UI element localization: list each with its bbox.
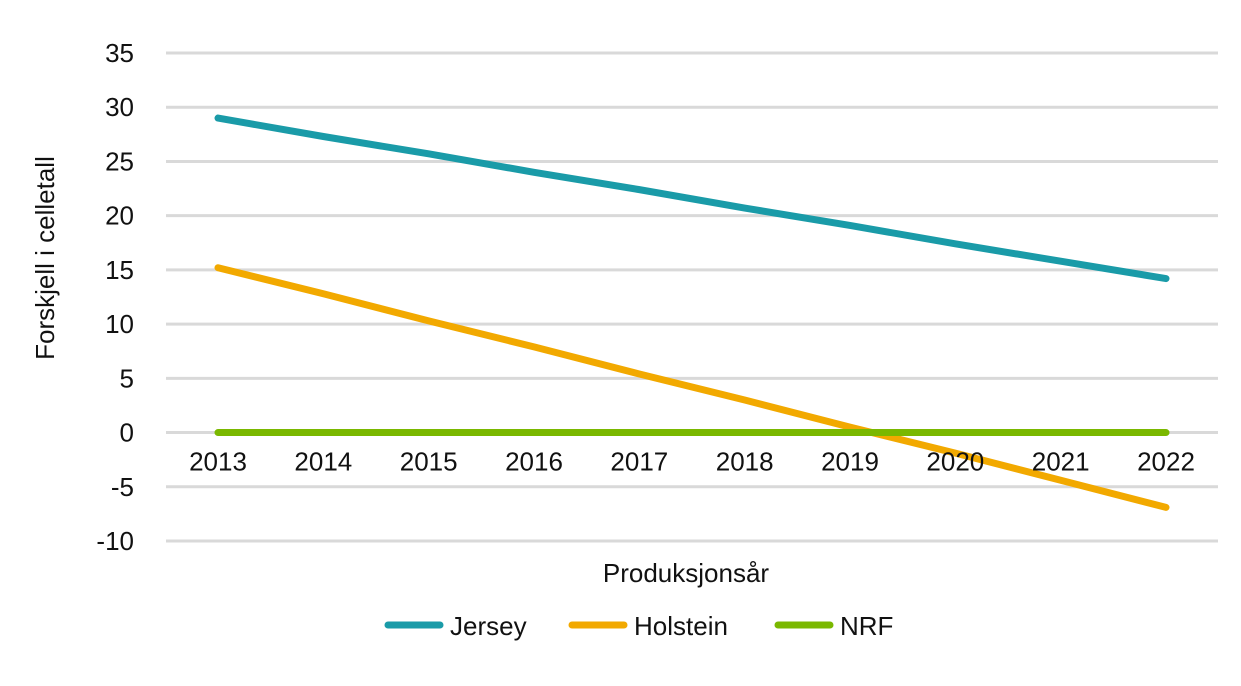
x-axis-title: Produksjonsår [603,558,770,588]
y-tick-label: -5 [111,472,134,502]
x-tick-label: 2019 [821,447,879,477]
y-tick-label: 0 [120,418,134,448]
legend-label-jersey: Jersey [450,611,527,641]
y-tick-label: 5 [120,363,134,393]
x-tick-label: 2022 [1137,447,1195,477]
x-tick-label: 2017 [610,447,668,477]
legend-label-nrf: NRF [840,611,893,641]
legend: Jersey Holstein NRF [384,611,893,641]
y-tick-label: 15 [105,255,134,285]
series-lines [214,114,1170,511]
x-tick-label: 2016 [505,447,563,477]
x-tick-label: 2013 [189,447,247,477]
x-tick-label: 2018 [716,447,774,477]
y-tick-label: 10 [105,309,134,339]
series-line-holstein [214,264,1170,511]
y-tick-label: 30 [105,92,134,122]
series-line-jersey [214,114,1170,283]
gridlines [166,51,1218,543]
x-tick-label: 2014 [294,447,352,477]
y-tick-label: 25 [105,146,134,176]
y-axis-title: Forskjell i celletall [30,156,60,360]
x-tick-label: 2021 [1032,447,1090,477]
x-axis-ticks: 2013 2014 2015 2016 2017 2018 2019 2020 2021 2022 [189,447,1195,477]
x-tick-label: 2020 [926,447,984,477]
y-tick-label: 35 [105,38,134,68]
x-tick-label: 2015 [400,447,458,477]
y-tick-label: 20 [105,201,134,231]
y-tick-label: -10 [96,526,134,556]
legend-label-holstein: Holstein [634,611,728,641]
y-axis-ticks: 35 30 25 20 15 10 5 0 -5 -10 [96,38,134,556]
